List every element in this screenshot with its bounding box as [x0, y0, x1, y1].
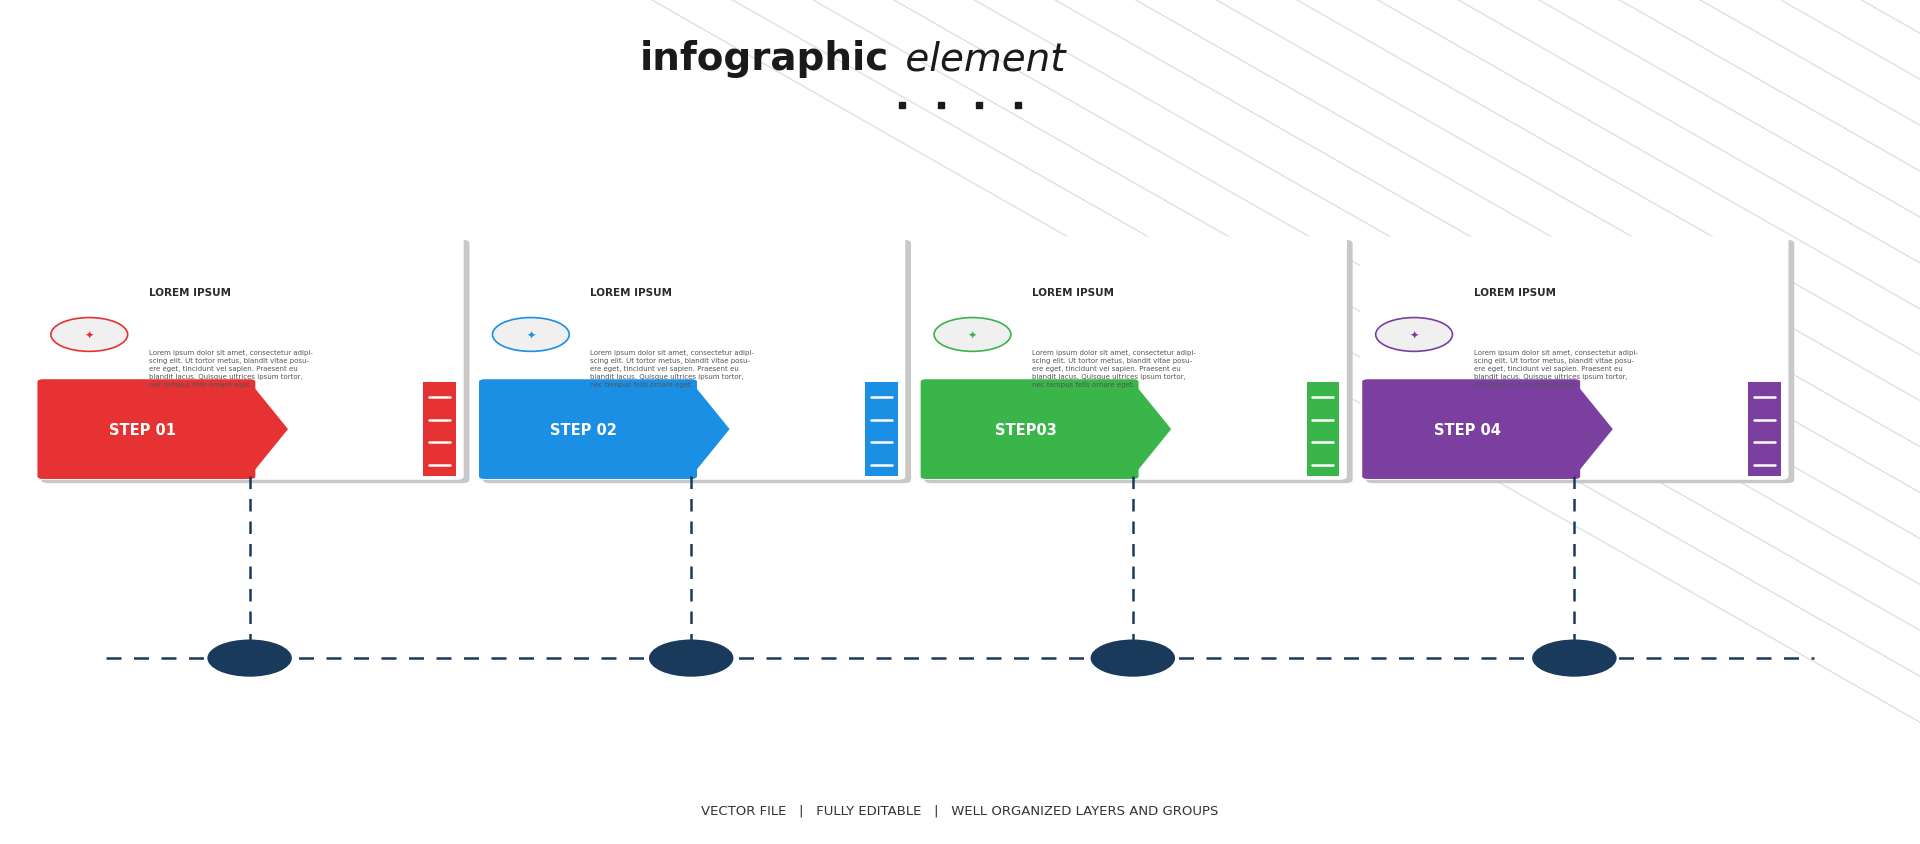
- FancyBboxPatch shape: [476, 237, 906, 480]
- Text: Lorem ipsum dolor sit amet, consectetur adipi-
scing elit. Ut tortor metus, blan: Lorem ipsum dolor sit amet, consectetur …: [1475, 349, 1638, 387]
- Bar: [1306, 382, 1340, 477]
- FancyBboxPatch shape: [918, 237, 1348, 480]
- Text: VECTOR FILE   |   FULLY EDITABLE   |   WELL ORGANIZED LAYERS AND GROUPS: VECTOR FILE | FULLY EDITABLE | WELL ORGA…: [701, 803, 1219, 817]
- Text: Lorem ipsum dolor sit amet, consectetur adipi-
scing elit. Ut tortor metus, blan: Lorem ipsum dolor sit amet, consectetur …: [150, 349, 313, 387]
- Bar: [1747, 382, 1782, 477]
- Text: LOREM IPSUM: LOREM IPSUM: [1033, 288, 1114, 298]
- Text: Lorem ipsum dolor sit amet, consectetur adipi-
scing elit. Ut tortor metus, blan: Lorem ipsum dolor sit amet, consectetur …: [591, 349, 755, 387]
- Circle shape: [52, 318, 127, 352]
- Circle shape: [1375, 318, 1452, 352]
- FancyBboxPatch shape: [1365, 241, 1793, 484]
- Text: ✦: ✦: [968, 330, 977, 340]
- Text: ✦: ✦: [84, 330, 94, 340]
- FancyBboxPatch shape: [922, 380, 1139, 479]
- FancyBboxPatch shape: [1361, 380, 1580, 479]
- Text: STEP 01: STEP 01: [109, 422, 177, 437]
- FancyBboxPatch shape: [925, 241, 1352, 484]
- Text: STEP 02: STEP 02: [551, 422, 618, 437]
- Text: STEP 04: STEP 04: [1434, 422, 1501, 437]
- Text: ✦: ✦: [1409, 330, 1419, 340]
- Circle shape: [933, 318, 1010, 352]
- Text: ✦: ✦: [526, 330, 536, 340]
- FancyBboxPatch shape: [1359, 237, 1788, 480]
- FancyBboxPatch shape: [42, 241, 468, 484]
- Circle shape: [649, 640, 733, 677]
- FancyBboxPatch shape: [38, 380, 255, 479]
- FancyBboxPatch shape: [480, 380, 697, 479]
- Text: infographic: infographic: [639, 41, 889, 78]
- Text: Lorem ipsum dolor sit amet, consectetur adipi-
scing elit. Ut tortor metus, blan: Lorem ipsum dolor sit amet, consectetur …: [1033, 349, 1196, 387]
- Text: LOREM IPSUM: LOREM IPSUM: [591, 288, 672, 298]
- Circle shape: [207, 640, 292, 677]
- Polygon shape: [1133, 382, 1171, 477]
- FancyBboxPatch shape: [484, 241, 912, 484]
- Text: element: element: [893, 41, 1066, 78]
- Polygon shape: [691, 382, 730, 477]
- Circle shape: [1091, 640, 1175, 677]
- Polygon shape: [1574, 382, 1613, 477]
- Polygon shape: [250, 382, 288, 477]
- Circle shape: [492, 318, 568, 352]
- Text: LOREM IPSUM: LOREM IPSUM: [150, 288, 230, 298]
- Text: STEP03: STEP03: [995, 422, 1056, 437]
- Bar: [422, 382, 457, 477]
- Bar: [864, 382, 897, 477]
- Text: LOREM IPSUM: LOREM IPSUM: [1475, 288, 1555, 298]
- FancyBboxPatch shape: [36, 237, 465, 480]
- Circle shape: [1532, 640, 1617, 677]
